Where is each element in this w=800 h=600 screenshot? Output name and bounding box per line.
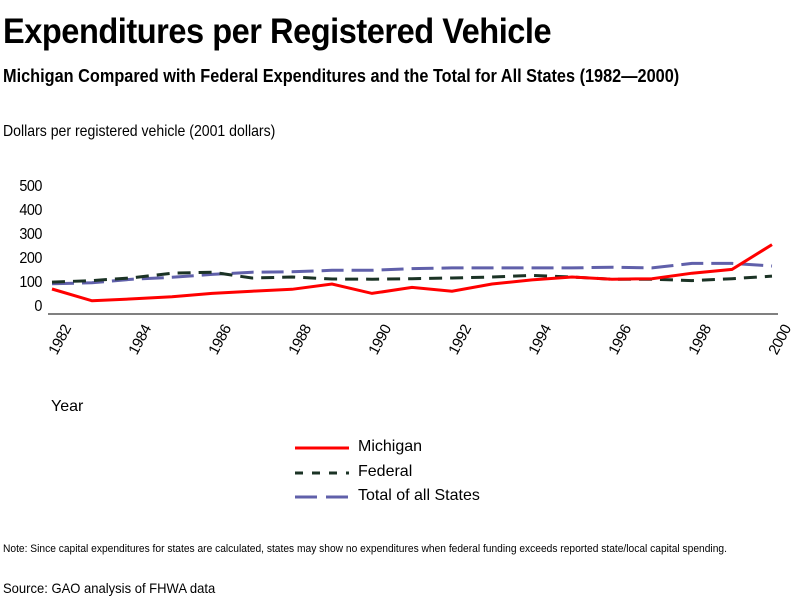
legend-label: Total of all States: [358, 487, 480, 504]
y-tick-label: 0: [34, 298, 42, 315]
source-note: Source: GAO analysis of FHWA data: [3, 580, 216, 596]
y-tick-label: 500: [19, 178, 42, 195]
y-tick-label: 400: [19, 202, 42, 219]
x-axis-label: Year: [51, 398, 84, 415]
series-line-total-of-all-states: [51, 261, 773, 286]
footnote: Note: Since capital expenditures for sta…: [3, 543, 727, 555]
y-tick-label: 300: [19, 226, 42, 243]
y-axis-label: Dollars per registered vehicle (2001 dol…: [3, 123, 276, 140]
chart-subtitle: Michigan Compared with Federal Expenditu…: [3, 66, 680, 86]
series-layer: [51, 243, 773, 303]
legend-label: Michigan: [358, 438, 423, 455]
y-tick-label: 100: [19, 274, 42, 291]
legend: [295, 446, 349, 499]
series-line-michigan: [51, 243, 773, 303]
y-tick-label: 200: [19, 250, 42, 267]
legend-label: Federal: [358, 463, 413, 480]
series-line-federal: [51, 270, 773, 284]
chart-title: Expenditures per Registered Vehicle: [3, 12, 552, 51]
